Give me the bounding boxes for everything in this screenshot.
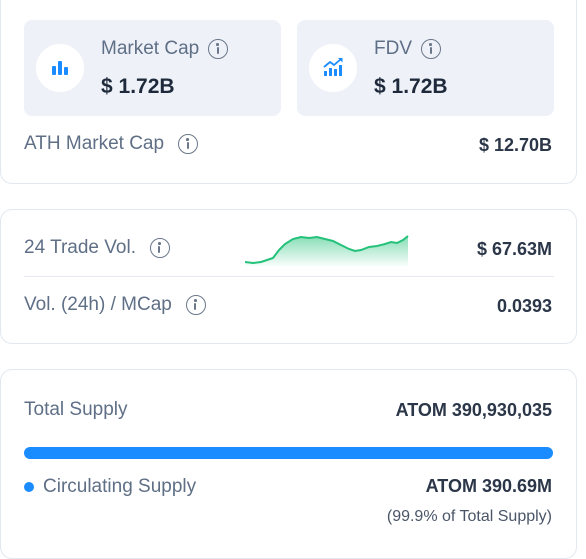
market-cap-label: Market Cap xyxy=(101,38,200,59)
volume-divider xyxy=(24,276,554,277)
trend-up-chart-icon xyxy=(323,58,343,76)
trade-volume-value: $ 67.63M xyxy=(476,239,552,259)
total-supply-label-row: Total Supply xyxy=(24,399,128,421)
fdv-info-icon[interactable] xyxy=(421,39,441,59)
circulating-supply-progress-bar xyxy=(24,447,554,459)
circulating-supply-legend: Circulating Supply xyxy=(24,476,196,498)
circulating-supply-label-row: Circulating Supply xyxy=(24,476,196,498)
trade-volume-label: 24 Trade Vol. xyxy=(24,237,136,258)
fdv-label-row: FDV xyxy=(374,38,441,60)
market-cap-label-row: Market Cap xyxy=(101,38,229,60)
fdv-tile: FDV $ 1.72B xyxy=(297,20,554,116)
fdv-label: FDV xyxy=(374,38,412,59)
market-cap-icon-badge xyxy=(36,44,84,92)
supply-card: Total Supply ATOM 390,930,035 Circulatin… xyxy=(0,369,577,559)
total-supply-value: ATOM 390,930,035 xyxy=(395,400,552,420)
circulating-supply-percent-note: (99.9% of Total Supply) xyxy=(386,508,552,525)
bar-chart-icon xyxy=(52,61,68,75)
vol-mcap-label-row: Vol. (24h) / MCap xyxy=(24,294,206,316)
vol-mcap-label: Vol. (24h) / MCap xyxy=(24,294,172,315)
vol-mcap-value: 0.0393 xyxy=(496,296,552,316)
market-cap-tile: Market Cap $ 1.72B xyxy=(24,20,281,116)
ath-market-cap-label-row: ATH Market Cap xyxy=(24,133,199,155)
trade-volume-info-icon[interactable] xyxy=(149,238,170,258)
circulating-supply-value: ATOM 390.69M xyxy=(425,476,552,496)
ath-market-cap-value: $ 12.70B xyxy=(478,135,552,155)
fdv-value: $ 1.72B xyxy=(374,75,448,98)
volume-card: 24 Trade Vol. $ 67.63M Vol. (24h) / MCap… xyxy=(0,209,577,344)
circulating-supply-legend-dot xyxy=(24,482,34,492)
circulating-supply-label: Circulating Supply xyxy=(43,476,197,497)
market-cap-card: Market Cap $ 1.72B FDV $ 1.72B ATH Marke… xyxy=(0,0,577,184)
total-supply-label: Total Supply xyxy=(24,399,128,420)
market-cap-value: $ 1.72B xyxy=(101,75,175,98)
trade-volume-label-row: 24 Trade Vol. xyxy=(24,237,170,259)
vol-mcap-info-icon[interactable] xyxy=(185,295,206,315)
market-cap-info-icon[interactable] xyxy=(208,39,229,59)
fdv-icon-badge xyxy=(309,44,357,92)
volume-sparkline xyxy=(245,235,409,266)
ath-market-cap-label: ATH Market Cap xyxy=(24,133,165,154)
ath-market-cap-info-icon[interactable] xyxy=(178,134,199,154)
